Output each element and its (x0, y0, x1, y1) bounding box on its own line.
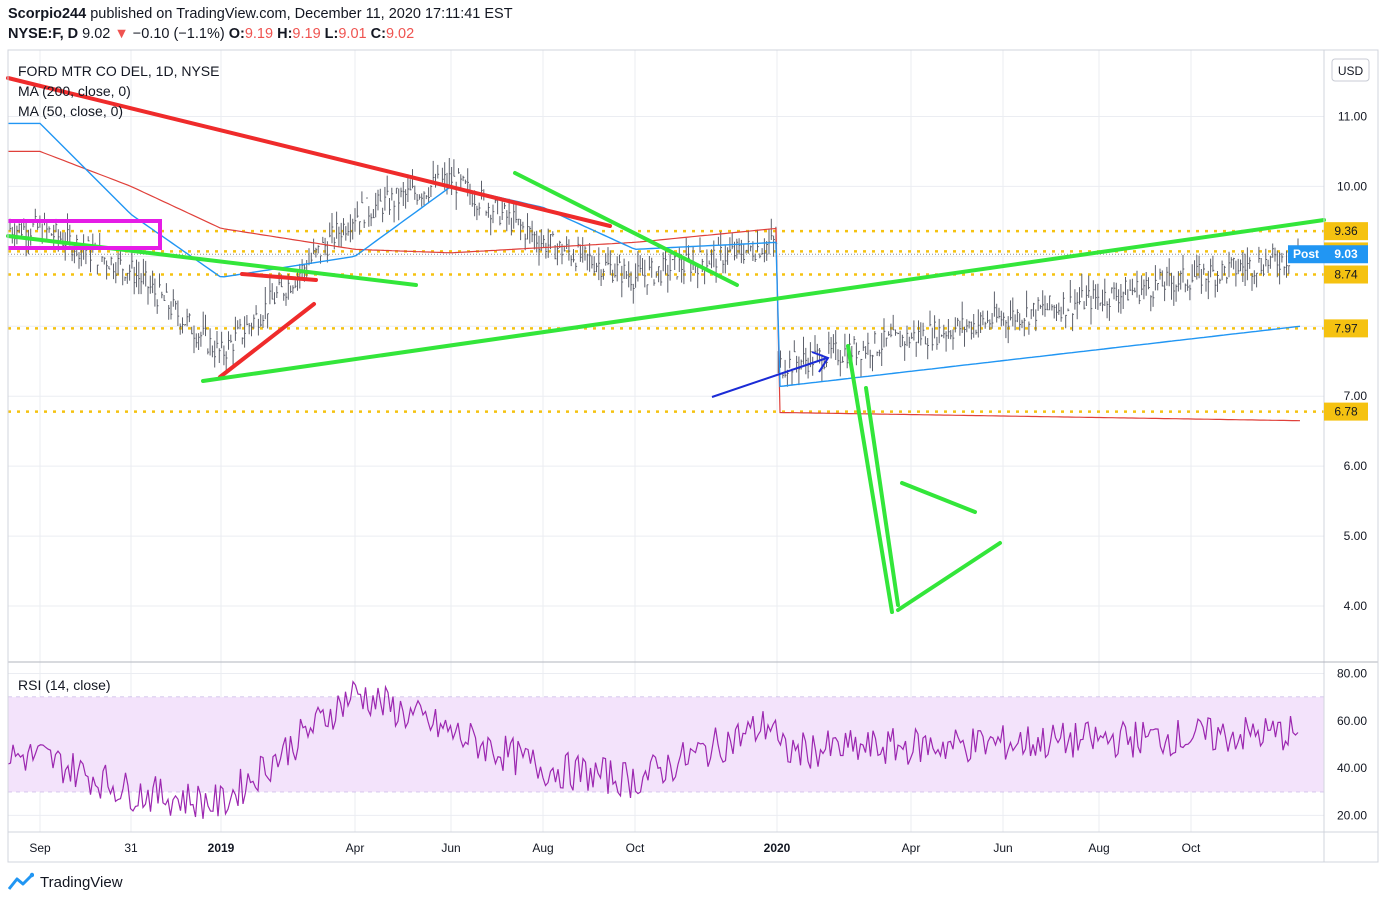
rsi-tick-label: 20.00 (1337, 808, 1367, 822)
trend-line (6, 76, 612, 228)
blue-arrow (711, 357, 828, 398)
price-level-tag (1324, 265, 1368, 284)
tradingview-icon (8, 872, 34, 890)
low-value: 9.01 (338, 26, 367, 42)
trend-line (201, 218, 1326, 383)
close-label: C: (370, 26, 386, 42)
trend-line (846, 344, 894, 614)
trend-drawings (6, 76, 1326, 614)
symbol-label: NYSE:F, D (8, 26, 79, 42)
y-tick-label: 10.00 (1337, 179, 1367, 193)
trend-line (864, 386, 900, 607)
price-level-tag (1324, 402, 1368, 421)
x-tick-label: Apr (902, 841, 921, 855)
low-label: L: (324, 26, 339, 42)
open-value: 9.19 (244, 26, 274, 42)
price-bars (9, 158, 1300, 387)
y-tick-label: 7.00 (1344, 389, 1368, 403)
high-label: H: (277, 26, 293, 42)
y-tick-label: 4.00 (1344, 599, 1368, 613)
x-tick-label: Oct (626, 841, 645, 855)
price-level-label: 9.36 (1334, 224, 1358, 238)
legend-rsi: RSI (14, close) (18, 677, 111, 693)
legend-title: FORD MTR CO DEL, 1D, NYSE (18, 63, 219, 79)
last-price: 9.02 (82, 26, 111, 42)
last-price-tag (1324, 245, 1368, 264)
price-level-tag (1324, 319, 1368, 338)
tradingview-brand: TradingView (40, 873, 123, 891)
price-change: −0.10 (−1.1%) (132, 26, 225, 42)
legend-ma50: MA (50, close, 0) (18, 103, 123, 119)
price-level-label: 6.78 (1334, 405, 1358, 419)
x-tick-label: Jun (441, 841, 460, 855)
trend-line (6, 234, 418, 287)
y-tick-label: 5.00 (1344, 529, 1368, 543)
quote-line: NYSE:F, D 9.02 ▼ −0.10 (−1.1%) O:9.19 H:… (8, 26, 414, 42)
rsi-tick-label: 40.00 (1337, 761, 1367, 775)
currency-label: USD (1338, 64, 1364, 78)
range-rectangle (8, 219, 162, 250)
trend-line (896, 541, 1002, 612)
rsi-tick-label: 80.00 (1337, 666, 1367, 680)
chart-frame (7, 49, 1379, 863)
y-tick-label: 11.00 (1338, 109, 1367, 123)
high-value: 9.19 (292, 26, 321, 42)
post-tag (1288, 245, 1324, 264)
x-tick-label: Aug (1088, 841, 1109, 855)
open-label: O: (228, 26, 245, 42)
ma50-line (8, 122, 1301, 388)
x-tick-label: 31 (124, 841, 138, 855)
ohlc-bars (9, 158, 1300, 387)
x-tick-label: Sep (29, 841, 51, 855)
rsi-line (7, 680, 1299, 819)
axis-labels: Sep 31 2019 Apr Jun Aug Oct 2020 Apr Jun Aug Oct 4.0… (29, 109, 1368, 855)
axes (7, 49, 1379, 863)
price-level-label: 7.97 (1334, 321, 1358, 335)
publish-line: Scorpio244 published on TradingView.com,… (8, 6, 513, 22)
close-value: 9.02 (385, 26, 415, 42)
x-tick-label: 2019 (208, 841, 235, 855)
tradingview-logo[interactable]: TradingView (8, 872, 123, 892)
x-tick-label: Oct (1182, 841, 1201, 855)
down-arrow-icon: ▼ (114, 26, 129, 42)
legend-ma200: MA (200, close, 0) (18, 83, 131, 99)
trend-line (900, 481, 977, 514)
price-level-label: 8.74 (1334, 268, 1358, 282)
arrow-head-icon (811, 351, 830, 373)
y-tick-label: 6.00 (1344, 459, 1368, 473)
trend-line (218, 302, 316, 379)
last-price-label: 9.03 (1334, 247, 1358, 261)
x-tick-label: Apr (346, 841, 365, 855)
x-tick-label: 2020 (764, 841, 791, 855)
trend-line (513, 171, 739, 287)
rsi-tick-label: 60.00 (1337, 714, 1367, 728)
currency-button[interactable]: USD (1331, 58, 1370, 82)
ma200-line (8, 150, 1301, 422)
published-text: published on TradingView.com, December 1… (90, 6, 513, 22)
x-tick-label: Aug (532, 841, 553, 855)
trend-line (240, 272, 318, 282)
post-label: Post (1293, 247, 1319, 261)
publisher-name[interactable]: Scorpio244 (8, 6, 87, 22)
x-tick-label: Jun (993, 841, 1012, 855)
price-level-tag (1324, 222, 1368, 241)
